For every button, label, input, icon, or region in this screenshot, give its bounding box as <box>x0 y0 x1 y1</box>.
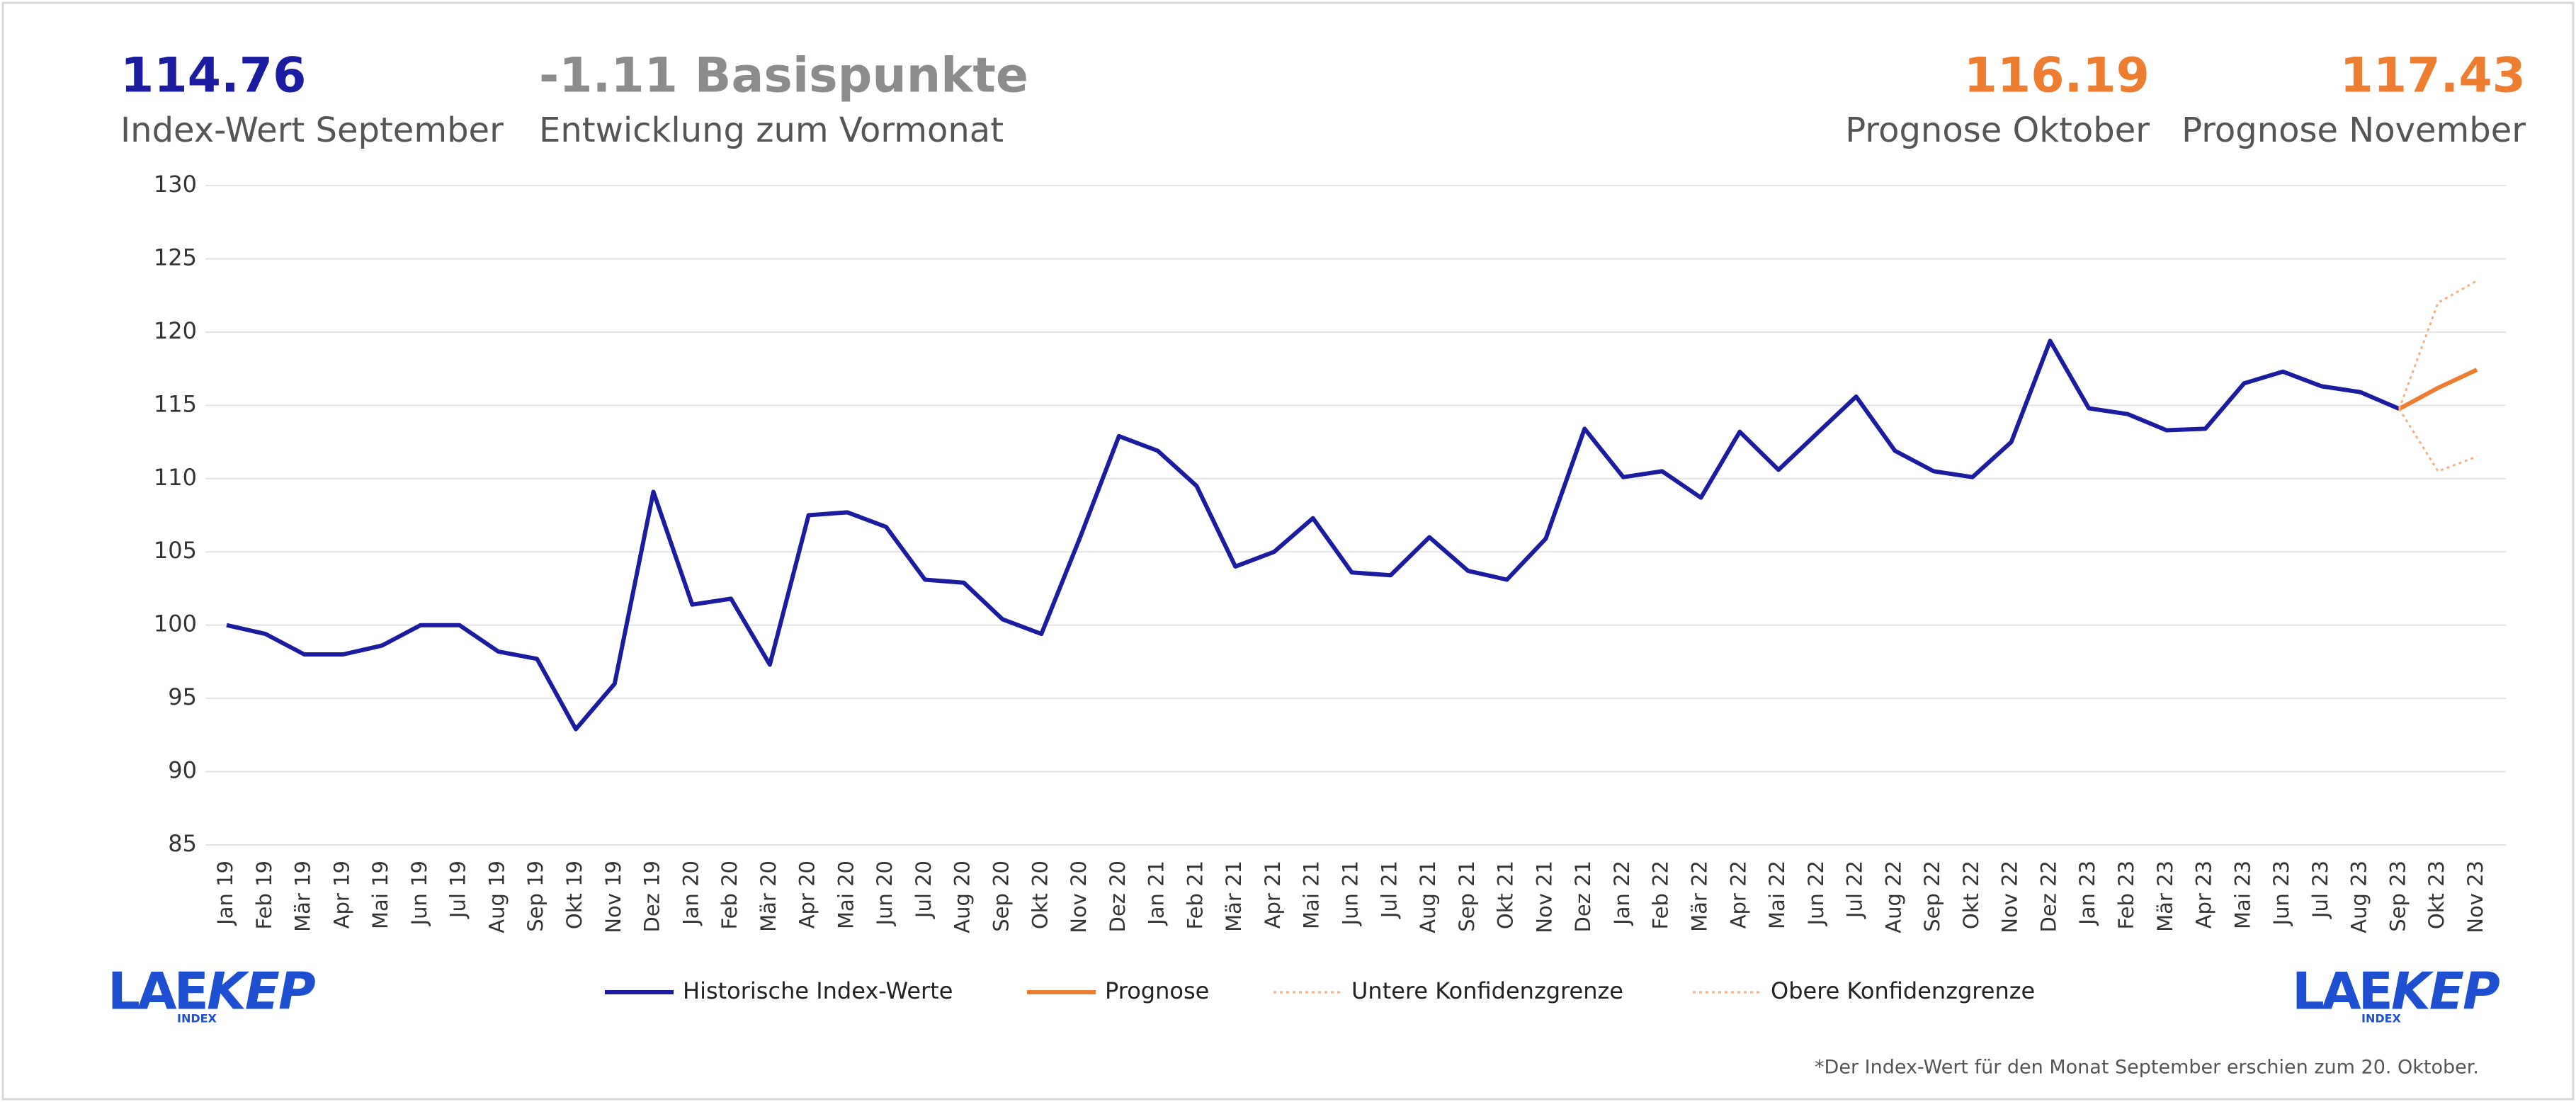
x-tick-label: Mai 19 <box>368 860 392 929</box>
x-tick-label: Okt 22 <box>1959 860 1983 929</box>
x-tick-label: Apr 21 <box>1261 860 1285 928</box>
kpi-value: 116.19 <box>1964 48 2150 104</box>
x-tick-label: Okt 23 <box>2424 860 2449 929</box>
x-tick-label: Nov 21 <box>1532 860 1556 933</box>
x-tick-label: Apr 23 <box>2192 860 2216 928</box>
x-tick-label: Sep 20 <box>989 860 1014 932</box>
x-tick-label: Nov 19 <box>601 860 625 933</box>
x-tick-label: Nov 23 <box>2463 860 2487 933</box>
series-line <box>2398 368 2478 411</box>
logo-main: LAE <box>2292 962 2390 1021</box>
x-tick-label: Nov 22 <box>1998 860 2022 933</box>
x-tick-label: Feb 21 <box>1183 860 1207 929</box>
y-tick-label: 105 <box>154 537 197 564</box>
x-tick-label: Jan 23 <box>2075 860 2099 926</box>
x-tick-label: Jan 20 <box>679 860 703 926</box>
kpi-label: Prognose Oktober <box>1845 110 2150 150</box>
x-tick-label: Aug 23 <box>2347 860 2371 933</box>
x-tick-label: Sep 23 <box>2385 860 2410 932</box>
y-tick-label: 100 <box>154 610 197 637</box>
footnote: *Der Index-Wert für den Monat September … <box>1815 1057 2479 1079</box>
kpi-label: Prognose November <box>2181 110 2526 150</box>
logo-second: KEP <box>207 962 315 1021</box>
kpi-label: Entwicklung zum Vormonat <box>539 110 1004 150</box>
series-line <box>2398 280 2478 409</box>
x-tick-label: Feb 20 <box>717 860 742 929</box>
x-tick-label: Dez 22 <box>2036 860 2060 933</box>
x-tick-label: Aug 20 <box>951 860 975 933</box>
x-tick-label: Mär 20 <box>756 860 781 932</box>
x-tick-label: Jul 22 <box>1843 860 1867 919</box>
x-tick-label: Mär 21 <box>1222 860 1246 932</box>
logo-main: LAE <box>108 962 206 1021</box>
x-tick-label: Jul 23 <box>2308 860 2332 919</box>
x-tick-label: Mär 23 <box>2153 860 2177 932</box>
x-tick-label: Okt 20 <box>1028 860 1052 929</box>
legend-label: Obere Konfidenzgrenze <box>1771 977 2035 1004</box>
y-tick-label: 90 <box>168 757 197 784</box>
x-tick-label: Aug 19 <box>484 860 509 933</box>
x-tick-label: Dez 21 <box>1571 860 1595 933</box>
x-tick-label: Mai 21 <box>1300 860 1324 929</box>
y-tick-label: 85 <box>168 830 197 857</box>
x-tick-label: Jun 21 <box>1339 860 1363 926</box>
x-tick-label: Mär 19 <box>291 860 315 932</box>
y-tick-label: 115 <box>154 390 197 417</box>
kpi-label: Index-Wert September <box>120 110 504 150</box>
x-tick-label: Apr 19 <box>329 860 353 928</box>
kpi-value: -1.11 Basispunkte <box>539 48 1028 104</box>
x-tick-label: Apr 22 <box>1726 860 1750 928</box>
y-tick-label: 110 <box>154 464 197 491</box>
x-tick-label: Apr 20 <box>795 860 819 928</box>
x-tick-label: Sep 19 <box>523 860 547 932</box>
x-tick-label: Dez 20 <box>1106 860 1130 933</box>
x-tick-label: Aug 21 <box>1416 860 1440 933</box>
x-tick-label: Jan 21 <box>1145 860 1169 926</box>
x-tick-label: Jun 23 <box>2269 860 2293 926</box>
x-tick-label: Jun 19 <box>407 860 431 926</box>
logo-sub: INDEX <box>2361 1012 2402 1026</box>
x-tick-label: Sep 22 <box>1920 860 1944 932</box>
x-tick-label: Jul 20 <box>912 860 936 919</box>
x-tick-label: Aug 22 <box>1881 860 1905 933</box>
x-tick-label: Jan 22 <box>1610 860 1634 926</box>
x-tick-label: Feb 23 <box>2114 860 2138 929</box>
x-tick-label: Jul 19 <box>446 860 470 919</box>
legend-label: Prognose <box>1105 977 1209 1004</box>
x-tick-label: Jun 22 <box>1804 860 1828 926</box>
legend-label: Historische Index-Werte <box>683 977 953 1004</box>
x-tick-label: Sep 21 <box>1455 860 1479 932</box>
legend-label: Untere Konfidenzgrenze <box>1351 977 1623 1004</box>
x-tick-label: Okt 19 <box>562 860 586 929</box>
x-tick-label: Mai 20 <box>834 860 858 929</box>
x-tick-label: Feb 19 <box>252 860 276 929</box>
y-tick-label: 95 <box>168 683 197 710</box>
x-tick-label: Mai 23 <box>2230 860 2254 929</box>
x-tick-label: Jan 19 <box>213 860 237 926</box>
x-tick-label: Dez 19 <box>640 860 664 933</box>
x-tick-label: Mai 22 <box>1765 860 1789 929</box>
logo-sub: INDEX <box>177 1012 217 1026</box>
series-line <box>226 339 2400 732</box>
kpi-value: 114.76 <box>120 48 306 104</box>
y-tick-label: 120 <box>154 317 197 344</box>
y-tick-label: 130 <box>154 171 197 198</box>
x-tick-label: Okt 21 <box>1494 860 1518 929</box>
y-tick-label: 125 <box>154 244 197 271</box>
x-tick-label: Jul 21 <box>1377 860 1401 919</box>
x-tick-label: Jun 20 <box>873 860 897 926</box>
x-tick-label: Nov 20 <box>1067 860 1091 933</box>
x-tick-label: Mär 22 <box>1687 860 1711 932</box>
logo-second: KEP <box>2391 962 2500 1021</box>
kpi-value: 117.43 <box>2340 48 2526 104</box>
x-tick-label: Feb 22 <box>1649 860 1673 929</box>
